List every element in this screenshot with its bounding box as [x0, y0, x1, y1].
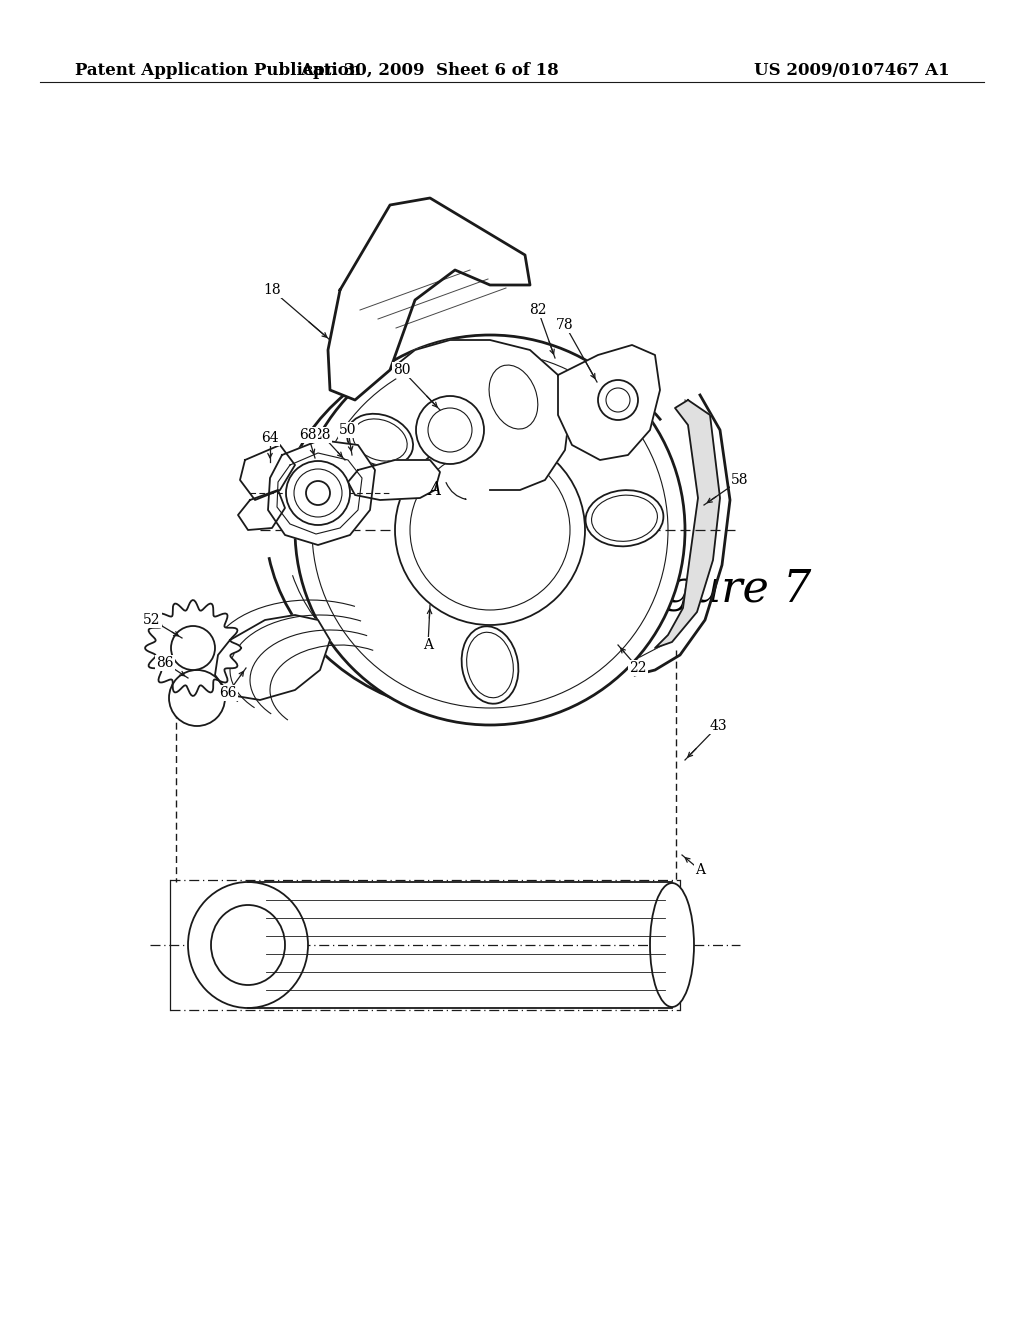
Text: 43: 43 [710, 719, 727, 733]
Text: 86: 86 [157, 656, 174, 671]
Text: A: A [695, 863, 705, 876]
Text: 80: 80 [393, 363, 411, 378]
Polygon shape [238, 490, 285, 531]
Circle shape [171, 626, 215, 671]
Ellipse shape [211, 906, 285, 985]
Ellipse shape [484, 359, 543, 434]
Ellipse shape [462, 626, 518, 704]
Text: 18: 18 [263, 282, 281, 297]
Polygon shape [328, 198, 530, 400]
Polygon shape [215, 615, 330, 700]
Polygon shape [348, 459, 440, 500]
Text: A: A [423, 638, 433, 652]
Circle shape [598, 380, 638, 420]
Circle shape [416, 396, 484, 465]
Polygon shape [655, 400, 720, 648]
Text: 22: 22 [630, 661, 647, 675]
Polygon shape [558, 345, 660, 459]
Text: 78: 78 [556, 318, 573, 333]
Text: 58: 58 [731, 473, 749, 487]
Text: 64: 64 [261, 432, 279, 445]
Text: 28: 28 [313, 428, 331, 442]
Text: 82: 82 [529, 304, 547, 317]
Text: 66: 66 [219, 686, 237, 700]
Polygon shape [268, 440, 375, 545]
Circle shape [395, 436, 585, 624]
Polygon shape [145, 601, 241, 696]
Ellipse shape [188, 882, 308, 1008]
Ellipse shape [347, 413, 413, 466]
Text: US 2009/0107467 A1: US 2009/0107467 A1 [755, 62, 950, 79]
Circle shape [306, 480, 330, 506]
Text: Figure 7: Figure 7 [620, 569, 812, 611]
Polygon shape [390, 341, 570, 490]
Text: A: A [428, 480, 441, 499]
Circle shape [169, 671, 225, 726]
Circle shape [295, 335, 685, 725]
Ellipse shape [650, 883, 694, 1007]
Text: Patent Application Publication: Patent Application Publication [75, 62, 360, 79]
Text: 68: 68 [299, 428, 316, 442]
Circle shape [286, 461, 350, 525]
Text: Apr. 30, 2009  Sheet 6 of 18: Apr. 30, 2009 Sheet 6 of 18 [301, 62, 559, 79]
Text: 52: 52 [143, 612, 161, 627]
Text: 50: 50 [339, 422, 356, 437]
FancyArrowPatch shape [446, 483, 466, 499]
Ellipse shape [586, 490, 664, 546]
Polygon shape [240, 445, 295, 500]
